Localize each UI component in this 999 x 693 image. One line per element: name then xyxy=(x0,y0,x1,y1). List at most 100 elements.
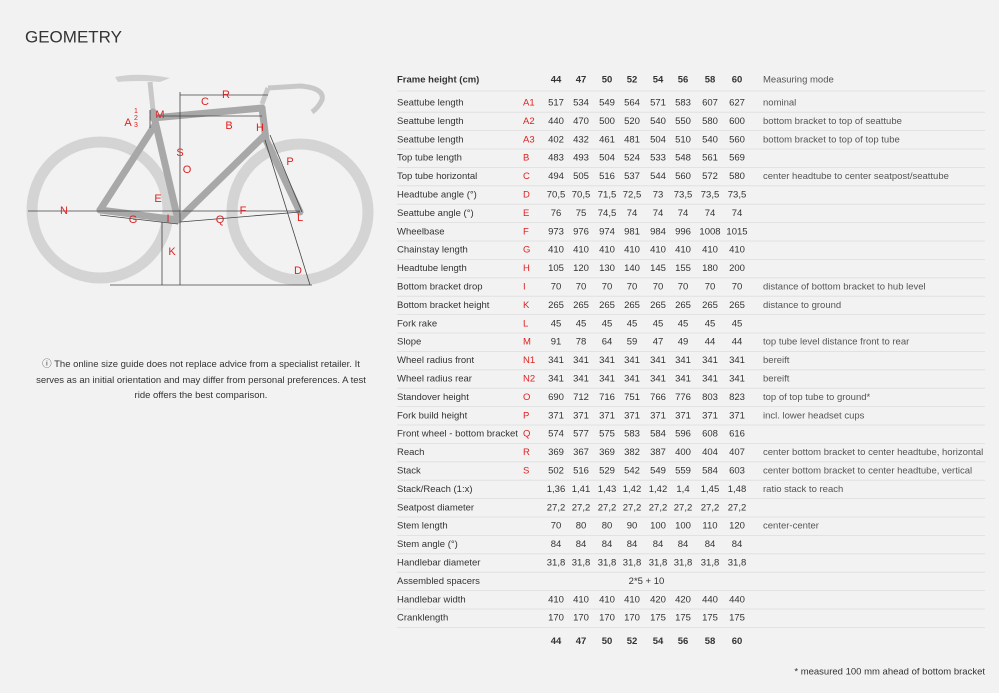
row-name: Bottom bracket drop xyxy=(397,282,483,293)
row-value: 504 xyxy=(599,153,615,164)
row-value: 371 xyxy=(650,410,666,421)
row-value: 371 xyxy=(702,410,718,421)
row-value: 70 xyxy=(576,282,587,293)
row-value: 371 xyxy=(599,410,615,421)
row-name: Seattube length xyxy=(397,116,464,127)
row-value: 175 xyxy=(729,613,745,624)
row-value: 70 xyxy=(602,282,613,293)
row-value: 265 xyxy=(624,300,640,311)
row-value: 516 xyxy=(599,171,615,182)
row-value: 560 xyxy=(729,134,745,145)
row-code: L xyxy=(523,318,528,329)
row-name: Headtube length xyxy=(397,263,467,274)
row-value: 410 xyxy=(624,594,640,605)
row-value: 45 xyxy=(678,318,689,329)
row-value: 410 xyxy=(599,594,615,605)
row-value: 27,2 xyxy=(701,502,720,513)
row-value: 59 xyxy=(627,337,638,348)
row-value: 341 xyxy=(573,355,589,366)
row-name: Chainstay length xyxy=(397,245,468,256)
row-value: 170 xyxy=(548,613,564,624)
size-header: 54 xyxy=(653,75,664,86)
diagram-label: C xyxy=(201,96,209,108)
row-value: 105 xyxy=(548,263,564,274)
row-value: 84 xyxy=(678,539,689,550)
row-value: 120 xyxy=(573,263,589,274)
row-mode: nominal xyxy=(763,98,796,109)
row-name: Bottom bracket height xyxy=(397,300,490,311)
row-value: 1,45 xyxy=(701,484,720,495)
diagram-label: A xyxy=(124,117,132,129)
row-value: 64 xyxy=(602,337,613,348)
row-name: Seattube length xyxy=(397,134,464,145)
row-value: 70,5 xyxy=(547,190,566,201)
row-value: 31,8 xyxy=(572,558,591,569)
row-value: 712 xyxy=(573,392,589,403)
row-value: 73,5 xyxy=(728,190,747,201)
row-value: 72,5 xyxy=(623,190,642,201)
row-value: 1,43 xyxy=(598,484,617,495)
row-code: G xyxy=(523,245,530,256)
row-value: 1,36 xyxy=(547,484,566,495)
row-value: 560 xyxy=(675,171,691,182)
row-value: 520 xyxy=(624,116,640,127)
row-value: 70 xyxy=(732,282,743,293)
row-value: 371 xyxy=(548,410,564,421)
row-code: N1 xyxy=(523,355,535,366)
row-value: 78 xyxy=(576,337,587,348)
header-label: Frame height (cm) xyxy=(397,75,479,86)
mode-header: Measuring mode xyxy=(763,75,834,86)
row-name: Wheelbase xyxy=(397,226,445,237)
row-name: Fork rake xyxy=(397,318,437,329)
row-name: Fork build height xyxy=(397,410,468,421)
row-value: 580 xyxy=(729,171,745,182)
row-value: 569 xyxy=(729,153,745,164)
row-value: 49 xyxy=(678,337,689,348)
row-value: 470 xyxy=(573,116,589,127)
diagram-label: N xyxy=(60,205,68,217)
row-code: B xyxy=(523,153,529,164)
row-value: 341 xyxy=(675,374,691,385)
row-code: H xyxy=(523,263,530,274)
row-value: 561 xyxy=(702,153,718,164)
row-value: 627 xyxy=(729,98,745,109)
row-value: 584 xyxy=(650,429,666,440)
diagram-label: K xyxy=(168,246,176,258)
row-value: 1015 xyxy=(726,226,747,237)
row-value: 73 xyxy=(653,190,664,201)
row-value: 803 xyxy=(702,392,718,403)
row-value: 559 xyxy=(675,466,691,477)
row-value: 31,8 xyxy=(728,558,747,569)
row-value: 549 xyxy=(599,98,615,109)
row-mode: center headtube to center seatpost/seatt… xyxy=(763,171,949,182)
diagram-label: L xyxy=(297,212,303,224)
row-value: 550 xyxy=(675,116,691,127)
row-name: Wheel radius rear xyxy=(397,374,472,385)
row-value: 45 xyxy=(627,318,638,329)
row-mode: top of top tube to ground* xyxy=(763,392,871,403)
row-value: 180 xyxy=(702,263,718,274)
row-value: 404 xyxy=(702,447,718,458)
row-value: 1008 xyxy=(699,226,720,237)
row-value: 571 xyxy=(650,98,666,109)
row-code: R xyxy=(523,447,530,458)
size-guide-note: ⓘ The online size guide does not replace… xyxy=(36,359,366,401)
row-code: E xyxy=(523,208,529,219)
row-value: 690 xyxy=(548,392,564,403)
row-value: 341 xyxy=(599,374,615,385)
row-code: P xyxy=(523,410,529,421)
row-value: 45 xyxy=(653,318,664,329)
row-code: I xyxy=(523,282,526,293)
diagram-label: 1 xyxy=(134,108,138,115)
row-value: 170 xyxy=(573,613,589,624)
row-value: 265 xyxy=(702,300,718,311)
size-header: 52 xyxy=(627,75,638,86)
row-value: 74 xyxy=(627,208,638,219)
row-name: Cranklength xyxy=(397,613,448,624)
diagram-label: E xyxy=(154,193,161,205)
row-value: 265 xyxy=(650,300,666,311)
row-value: 369 xyxy=(599,447,615,458)
row-value: 371 xyxy=(729,410,745,421)
diagram-label: Q xyxy=(216,214,225,226)
